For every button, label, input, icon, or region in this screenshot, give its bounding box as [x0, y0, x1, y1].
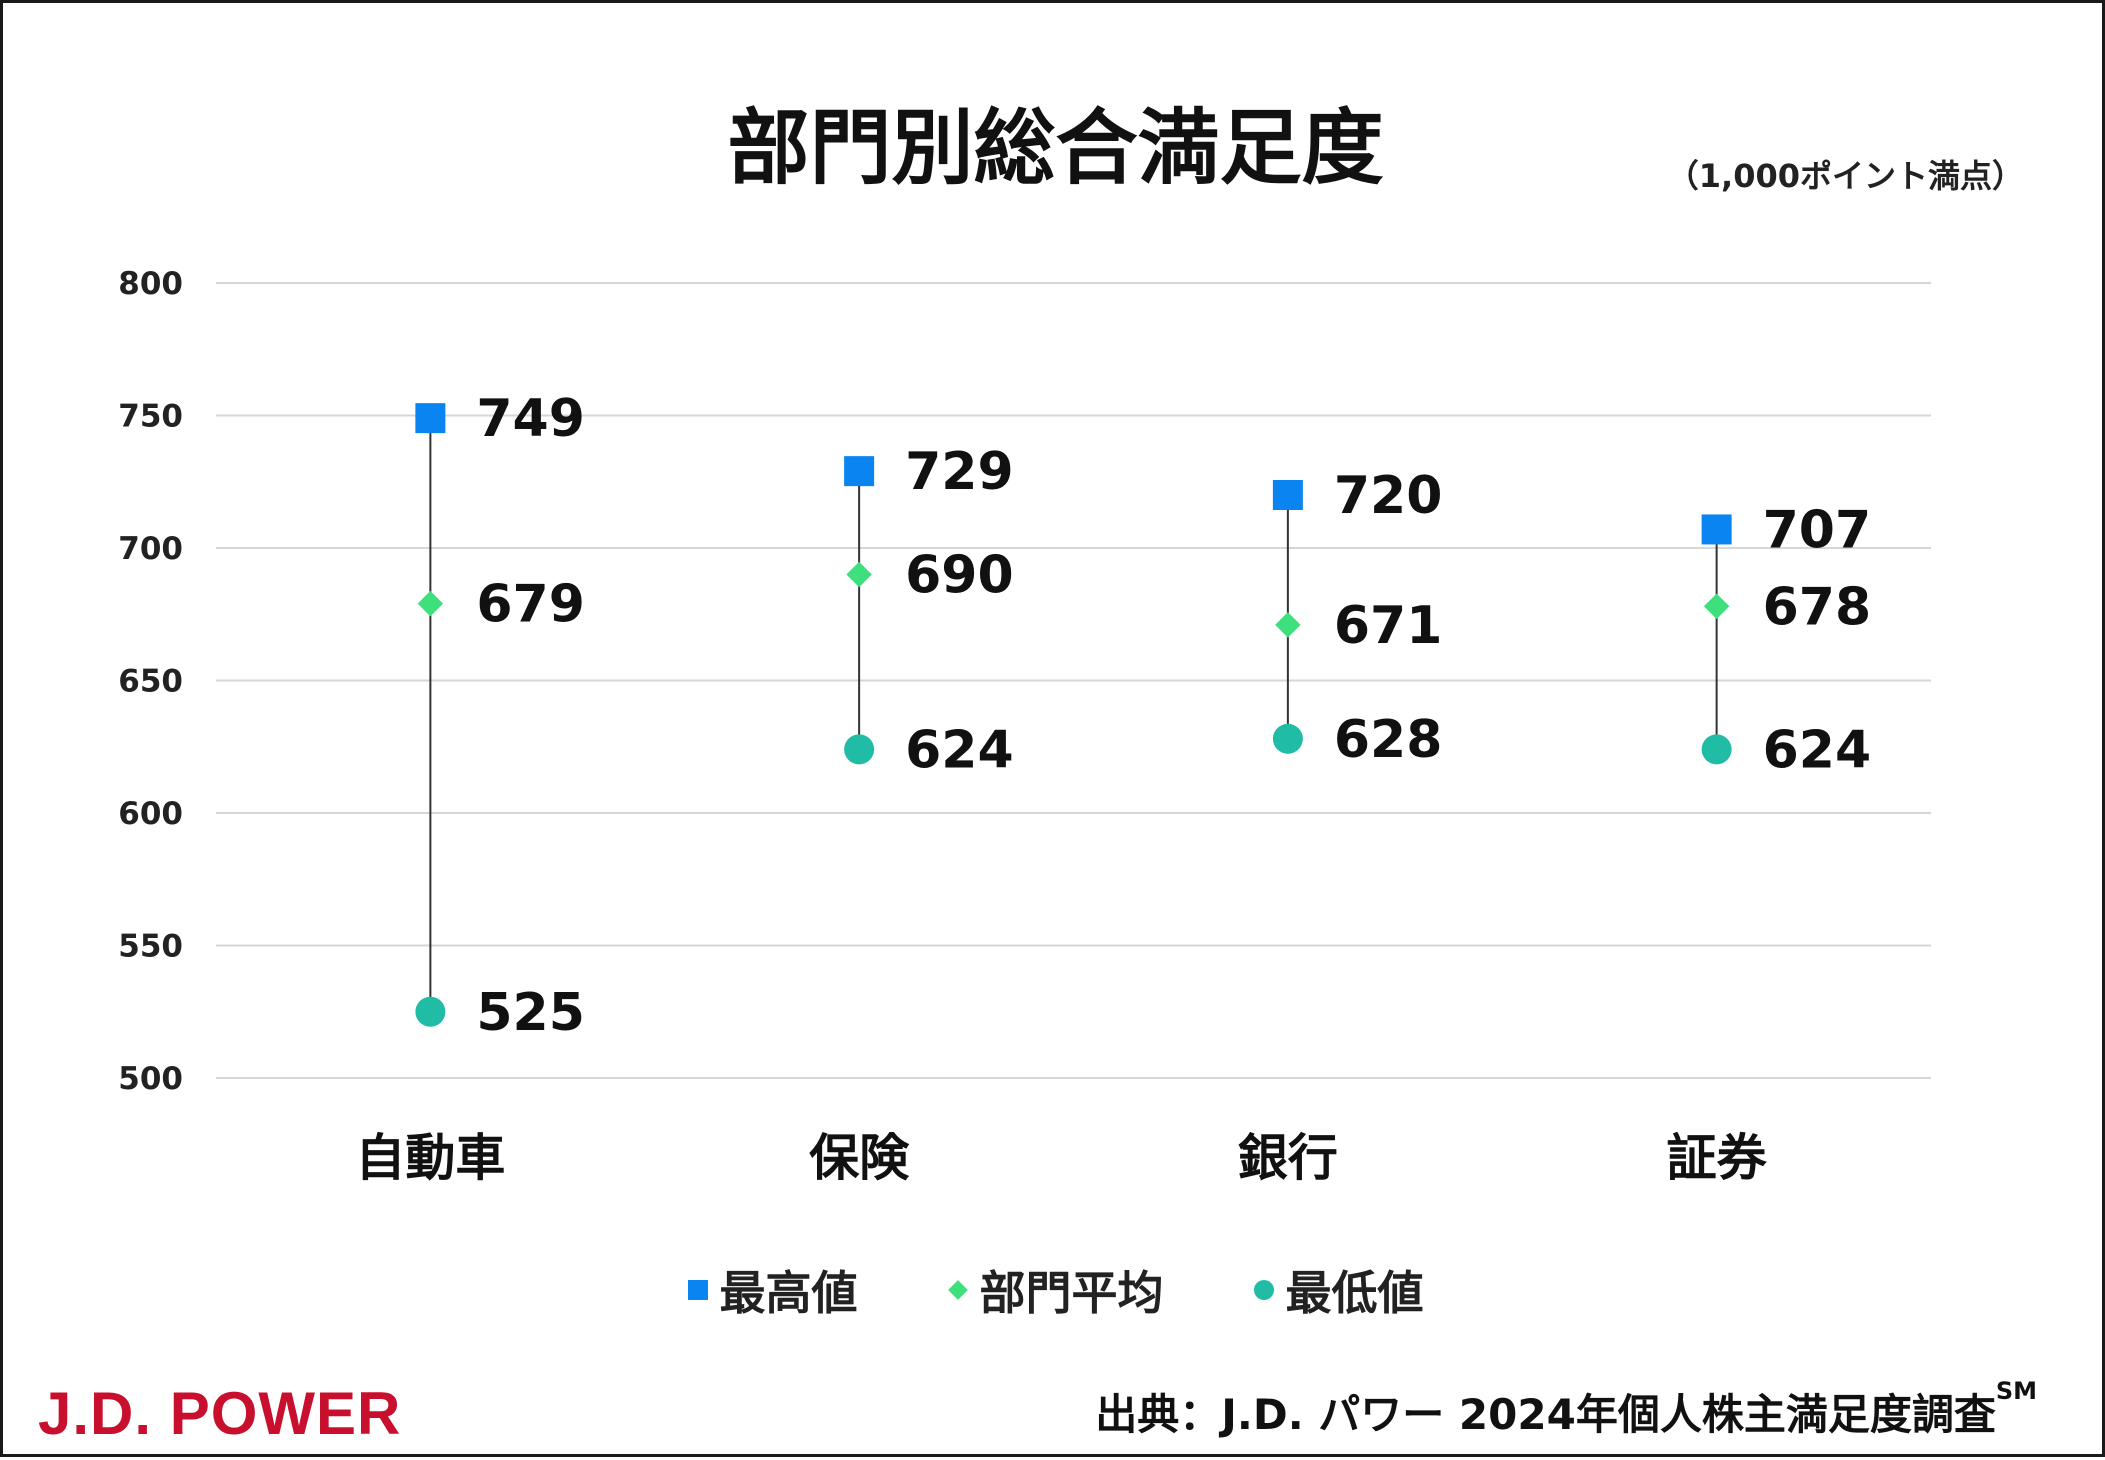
source-text: 出典：J.D. パワー 2024年個人株主満足度調査	[1095, 1390, 1996, 1439]
y-tick-label: 800	[118, 266, 183, 302]
legend-item-min: 最低値	[1253, 1257, 1424, 1323]
x-category-label: 証券	[1667, 1129, 1768, 1187]
y-tick-label: 500	[118, 1061, 183, 1097]
legend-label-min: 最低値	[1285, 1266, 1424, 1320]
min-point	[1701, 734, 1732, 765]
legend-square-marker	[687, 1280, 708, 1300]
min-point	[844, 734, 875, 765]
legend-item-max: 最高値	[687, 1257, 858, 1323]
min-point	[415, 996, 446, 1027]
legend-label-avg: 部門平均	[979, 1266, 1164, 1320]
data-label: 720	[1334, 466, 1443, 526]
max-point	[844, 456, 875, 487]
chart-subtitle: （1,000ポイント満点）	[1666, 157, 2024, 195]
data-label: 678	[1763, 577, 1872, 637]
x-category-label: 銀行	[1238, 1129, 1338, 1187]
data-label: 707	[1763, 500, 1872, 560]
data-label: 624	[905, 720, 1014, 780]
data-label: 679	[476, 575, 585, 635]
avg-point	[846, 561, 872, 588]
service-mark: SM	[1995, 1377, 2037, 1405]
y-tick-label: 750	[118, 399, 183, 435]
data-label: 671	[1334, 596, 1443, 656]
y-tick-label: 550	[118, 929, 183, 965]
data-label: 525	[476, 983, 585, 1043]
min-point	[1272, 723, 1303, 754]
chart-legend: 最高値 部門平均 最低値	[3, 1257, 2105, 1323]
chart-title: 部門別総合満足度	[727, 101, 1384, 196]
chart-plot: 800 750 700 650 600 550 500 自動車 保険 銀行 証券 749 729 720 7…	[118, 266, 1931, 1187]
y-tick-label: 700	[118, 531, 183, 567]
legend-item-avg: 部門平均	[947, 1257, 1164, 1323]
y-tick-label: 600	[118, 796, 183, 832]
avg-point	[1275, 612, 1301, 638]
avg-point	[417, 590, 444, 617]
data-label: 690	[905, 546, 1014, 606]
max-point	[1272, 480, 1303, 510]
avg-point	[1703, 593, 1730, 620]
x-category-label: 自動車	[355, 1129, 505, 1187]
data-label: 624	[1763, 720, 1872, 780]
data-label: 749	[476, 389, 585, 449]
legend-label-max: 最高値	[719, 1266, 858, 1320]
x-category-label: 保険	[809, 1129, 910, 1187]
y-tick-label: 650	[118, 664, 183, 700]
source-note: 出典：J.D. パワー 2024年個人株主満足度調査SM	[1095, 1377, 2037, 1442]
legend-circle-marker	[1253, 1280, 1274, 1300]
data-label: 729	[905, 442, 1014, 502]
jd-power-logo: J.D. POWER	[38, 1380, 402, 1447]
data-label: 628	[1334, 710, 1443, 770]
max-point	[1701, 514, 1732, 545]
max-point	[415, 403, 446, 434]
legend-diamond-marker	[947, 1280, 968, 1300]
